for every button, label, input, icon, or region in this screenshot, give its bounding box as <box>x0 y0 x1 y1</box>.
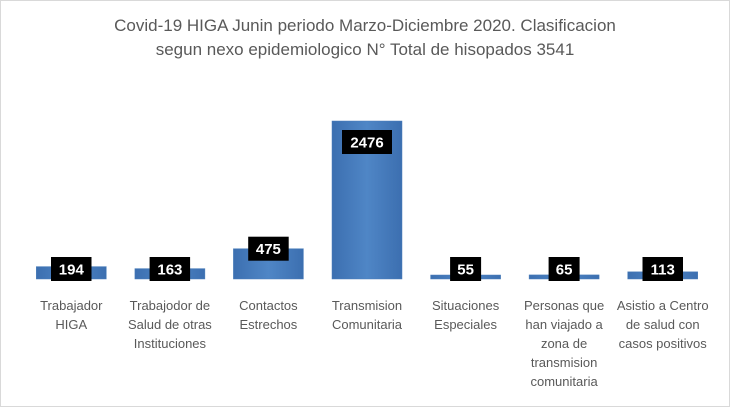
data-label-box-5 <box>548 257 580 281</box>
x-tick-label-0: Trabajador HIGA <box>40 298 103 332</box>
data-label-1: 163 <box>157 262 182 279</box>
chart-title-line1: Covid-19 HIGA Junin periodo Marzo-Diciem… <box>114 16 616 35</box>
chart-title-line2: segun nexo epidemiologico N° Total de hi… <box>155 40 575 59</box>
data-label-0: 194 <box>59 262 85 279</box>
x-tick-label-1: Trabajodor de Salud de otras Instituciones <box>128 298 212 351</box>
data-label-box-1 <box>149 257 191 281</box>
data-label-3: 2476 <box>350 135 383 152</box>
data-label-4: 55 <box>457 262 474 279</box>
data-label-box-0 <box>51 257 92 281</box>
data-label-box-2 <box>248 236 289 261</box>
chart-title: Covid-19 HIGA Junin periodo Marzo-Diciem… <box>0 14 730 62</box>
x-tick-label-4: Situaciones Especiales <box>432 298 500 332</box>
x-tick-label-3: Transmision Comunitaria <box>332 298 403 332</box>
data-label-5: 65 <box>556 262 573 279</box>
data-label-box-4 <box>450 257 482 281</box>
x-tick-label-2: Contactos Estrechos <box>239 298 298 332</box>
data-label-box-3 <box>342 130 392 154</box>
data-label-2: 475 <box>256 241 281 258</box>
data-label-6: 113 <box>651 262 675 279</box>
data-label-box-6 <box>642 257 683 281</box>
x-tick-label-6: Asistio a Centro de salud con casos positi… <box>617 298 709 351</box>
x-tick-label-5: Personas que han viajado a zona de transmis… <box>524 298 604 389</box>
